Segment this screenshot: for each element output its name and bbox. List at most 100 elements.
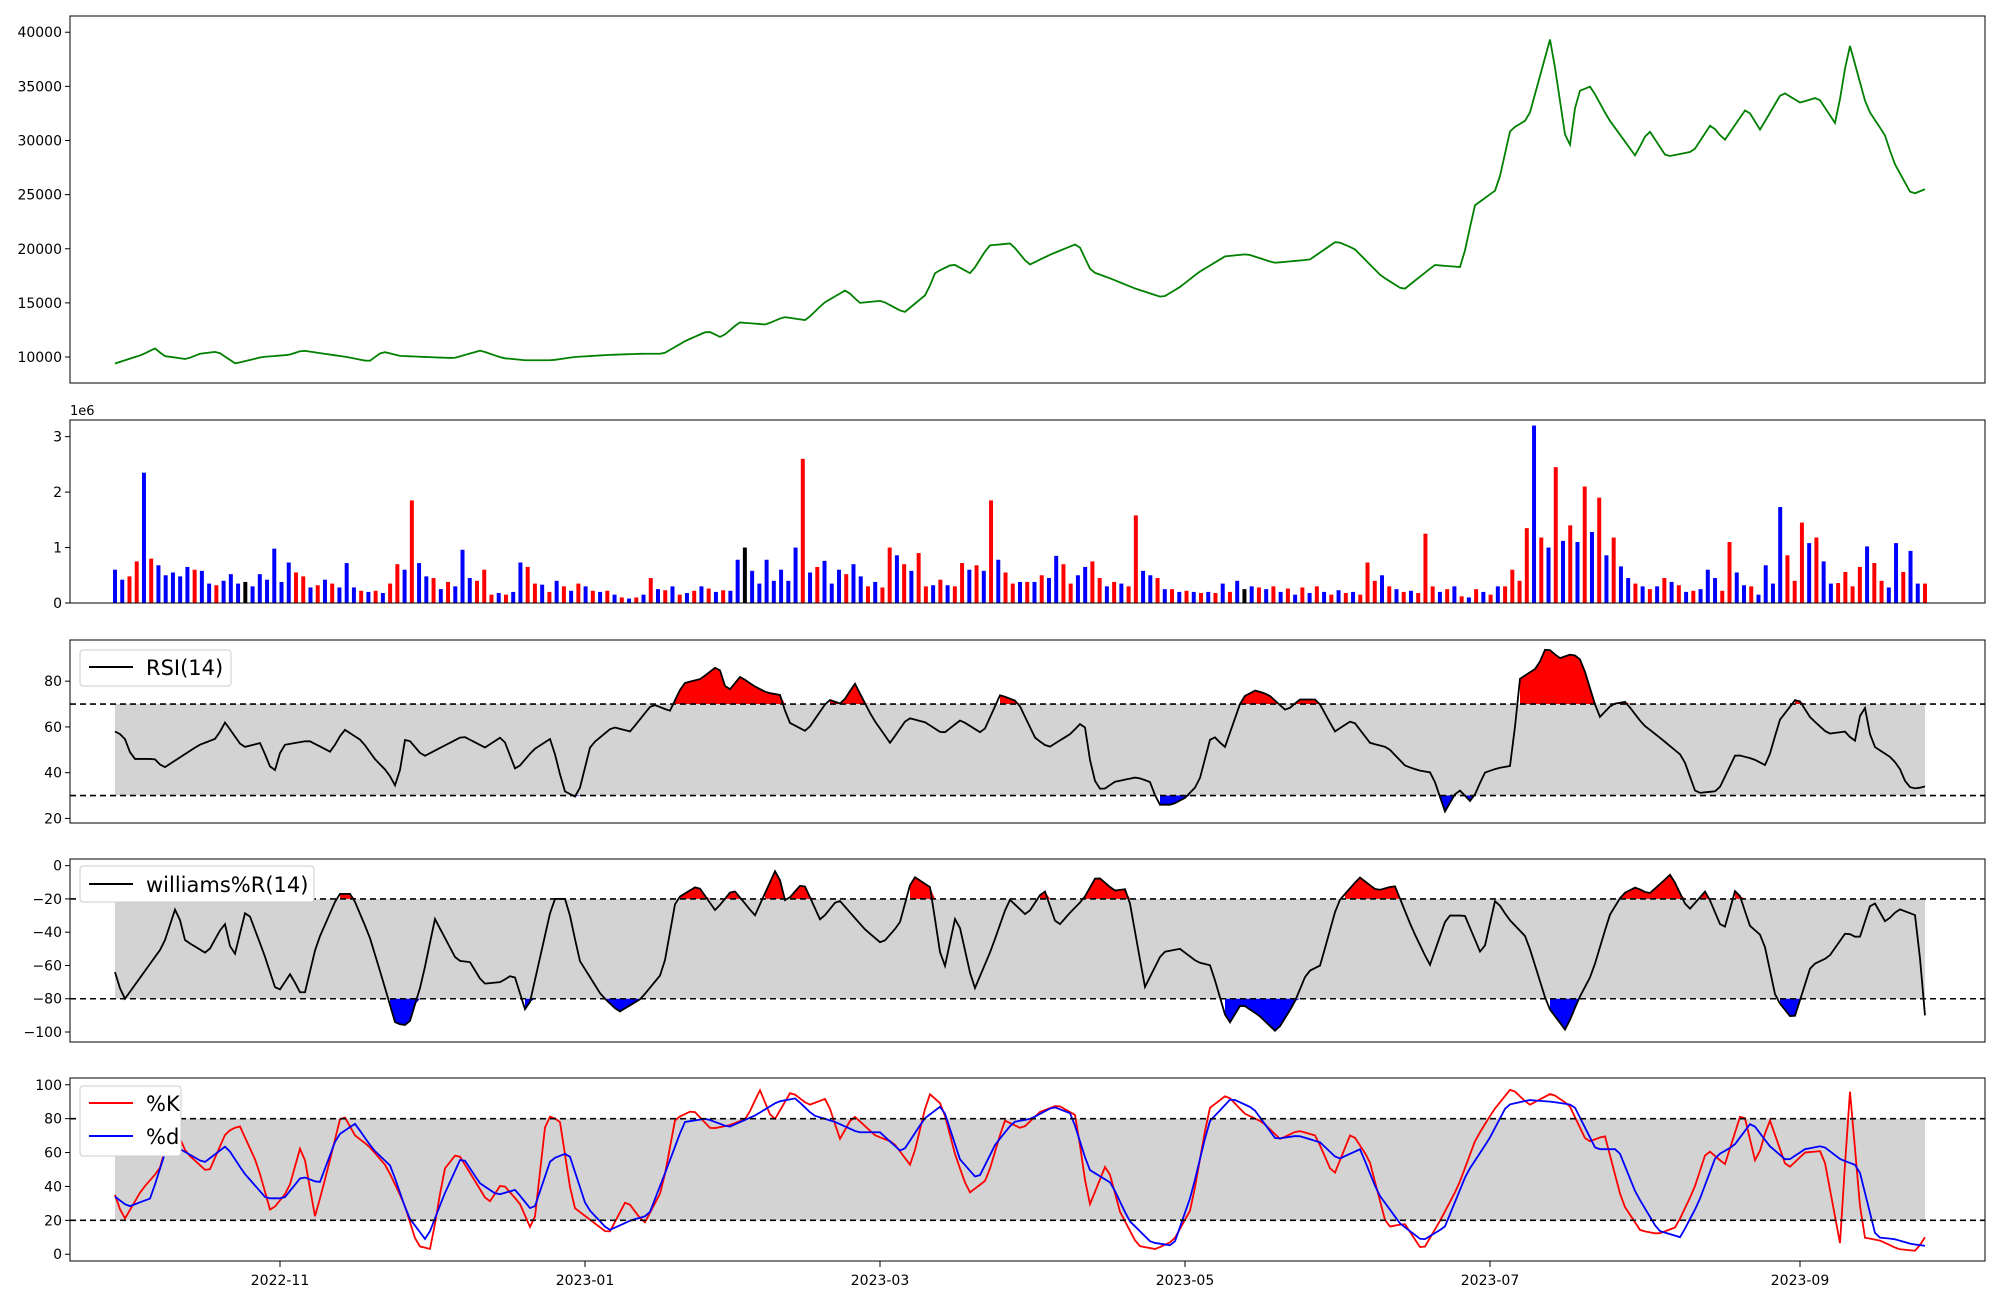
volume-bar xyxy=(214,585,219,603)
volume-bar xyxy=(1742,585,1746,603)
volume-bar xyxy=(1112,581,1117,603)
volume-bar xyxy=(1749,586,1754,603)
volume-bar xyxy=(1155,578,1160,603)
volume-bar xyxy=(605,590,610,603)
volume-bar xyxy=(221,580,226,603)
volume-bar xyxy=(656,589,660,603)
volume-bar xyxy=(1647,589,1652,603)
volume-bar xyxy=(699,586,704,603)
volume-bar xyxy=(359,590,364,603)
volume-bar xyxy=(344,563,349,603)
volume-bar xyxy=(417,563,422,603)
price-ytick-label: 35000 xyxy=(17,79,62,95)
volume-bar xyxy=(1285,588,1290,603)
volume-bar xyxy=(1010,583,1015,603)
volume-bar xyxy=(250,586,255,603)
volume-bar xyxy=(858,576,863,603)
price-ytick-label: 15000 xyxy=(17,296,62,312)
volume-bar xyxy=(1633,583,1638,603)
volume-bar xyxy=(518,562,523,603)
volume-ytick-label: 1 xyxy=(53,541,62,557)
volume-bar xyxy=(1604,555,1609,603)
volume-bar xyxy=(1655,586,1660,603)
volume-bar xyxy=(1691,590,1696,603)
volume-bar xyxy=(207,583,212,603)
volume-bar xyxy=(547,591,552,603)
williams-legend-label: williams%R(14) xyxy=(146,873,308,897)
volume-bar xyxy=(663,590,668,603)
volume-bar xyxy=(1003,572,1008,603)
volume-bar xyxy=(467,578,472,603)
volume-bar xyxy=(1025,581,1030,603)
volume-bar xyxy=(1879,580,1884,603)
volume-bar xyxy=(1662,578,1667,603)
volume-bar xyxy=(1503,586,1508,603)
volume-bar xyxy=(1886,587,1891,603)
volume-bar xyxy=(511,591,516,603)
volume-bar xyxy=(1083,566,1088,603)
volume-bar xyxy=(1589,532,1594,603)
volume-bar xyxy=(431,578,436,603)
volume-bar xyxy=(1068,583,1073,603)
volume-bar xyxy=(1524,528,1529,603)
volume-bar xyxy=(902,564,907,603)
volume-bar xyxy=(1872,563,1877,603)
volume-bar xyxy=(1032,581,1037,603)
volume-bar xyxy=(330,583,335,603)
volume-bar xyxy=(1336,590,1341,603)
volume-bar xyxy=(576,583,581,603)
volume-bar xyxy=(1314,586,1319,603)
volume-bar xyxy=(185,566,190,603)
volume-bar xyxy=(373,590,378,603)
volume-bar xyxy=(960,563,965,603)
volume-bar xyxy=(1423,533,1428,603)
volume-bar xyxy=(1821,561,1826,603)
stochastic-panel: 0 20 40 60 80 100 %K %d xyxy=(35,1077,1986,1263)
volume-bar xyxy=(1227,591,1232,603)
volume-bar xyxy=(1553,467,1558,603)
volume-bar xyxy=(366,591,371,603)
volume-bar xyxy=(141,472,146,603)
volume-bar xyxy=(916,553,921,603)
date-tick-label: 2022-11 xyxy=(251,1273,310,1289)
volume-bar xyxy=(1416,593,1421,603)
volume-bar xyxy=(1249,586,1254,603)
volume-bar xyxy=(569,590,574,603)
volume-bar xyxy=(532,583,537,603)
volume-bar xyxy=(598,591,603,603)
volume-bar xyxy=(460,549,465,603)
volume-bar xyxy=(1684,591,1689,603)
volume-bar xyxy=(1199,593,1203,603)
volume-axes-frame xyxy=(69,419,1986,604)
rsi-legend: RSI(14) xyxy=(79,649,232,687)
volume-bar xyxy=(561,586,566,603)
volume-bar xyxy=(713,591,718,603)
williams-ytick-label: −40 xyxy=(32,925,62,941)
volume-bar xyxy=(692,590,697,603)
volume-bar xyxy=(192,569,197,603)
stochastic-band-fill xyxy=(115,1118,1925,1221)
volume-bar xyxy=(265,579,270,603)
volume-bar xyxy=(1814,537,1819,603)
volume-bar xyxy=(1126,586,1131,603)
volume-bar xyxy=(1133,515,1138,603)
volume-bar xyxy=(1054,555,1059,603)
volume-bar xyxy=(1488,594,1493,603)
volume-bar xyxy=(742,547,747,603)
volume-bar xyxy=(1626,578,1631,603)
volume-bar xyxy=(243,581,248,603)
volume-bar xyxy=(409,500,414,603)
volume-bar xyxy=(1713,578,1718,603)
volume-bar xyxy=(1698,589,1703,603)
date-axis: 2022-11 2023-01 2023-03 2023-05 2023-07 2023-… xyxy=(251,1261,1830,1289)
date-tick-label: 2023-09 xyxy=(1771,1273,1830,1289)
volume-bar xyxy=(1046,578,1051,603)
stochastic-ytick-label: 40 xyxy=(44,1179,62,1195)
volume-bar xyxy=(308,587,313,603)
volume-bar xyxy=(525,566,530,603)
volume-bar xyxy=(1532,425,1537,603)
volume-bar xyxy=(728,590,733,603)
volume-bar xyxy=(1235,580,1240,603)
volume-bar xyxy=(337,587,342,603)
volume-bar xyxy=(1857,566,1862,603)
